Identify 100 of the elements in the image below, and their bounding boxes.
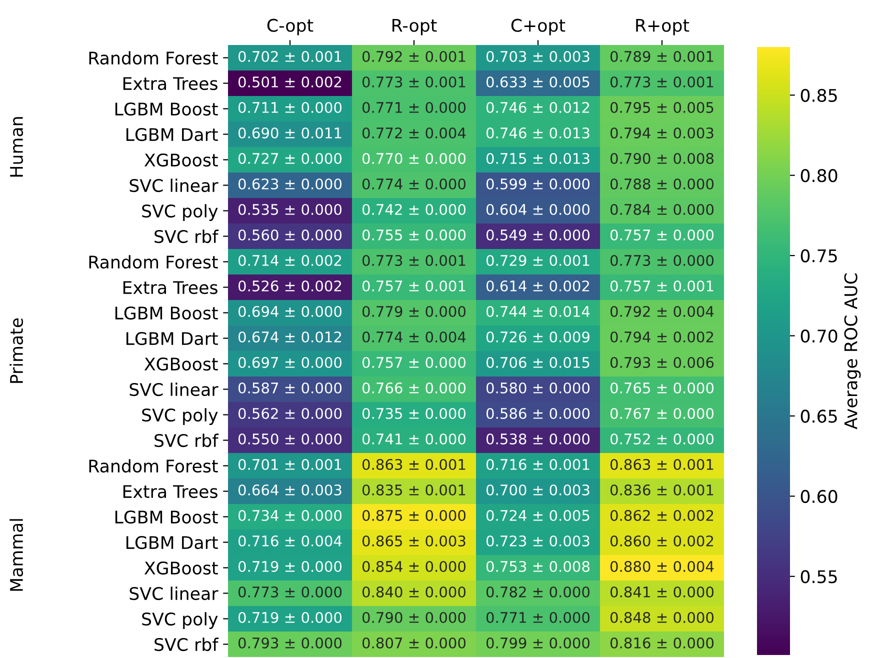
data-label: 0.795 ± 0.005 (610, 102, 714, 113)
data-label: 0.799 ± 0.000 (486, 637, 590, 648)
data-label: 0.773 ± 0.000 (610, 254, 714, 266)
data-label: 0.700 ± 0.003 (486, 484, 590, 496)
data-label: 0.840 ± 0.000 (362, 586, 466, 598)
color-bar-label: 0.65 (800, 410, 837, 423)
color-bar-label: 0.80 (800, 169, 838, 182)
data-label: 0.774 ± 0.000 (362, 178, 466, 190)
data-label: 0.633 ± 0.005 (486, 76, 590, 88)
data-label: 0.816 ± 0.000 (610, 637, 714, 648)
data-label: 0.664 ± 0.003 (238, 484, 342, 496)
text: Mammal (10, 519, 24, 591)
y-tick-label: LGBM Dart (126, 128, 218, 142)
data-label: 0.770 ± 0.000 (362, 152, 466, 164)
data-label: 0.880 ± 0.004 (610, 560, 714, 572)
data-label: 0.860 ± 0.002 (610, 535, 714, 546)
data-label: 0.727 ± 0.000 (238, 152, 342, 164)
data-label: 0.854 ± 0.000 (362, 560, 466, 572)
y-tick-label: SVC rbf (154, 230, 219, 244)
data-label: 0.793 ± 0.000 (238, 637, 342, 648)
data-label: 0.774 ± 0.004 (362, 331, 466, 342)
data-label: 0.562 ± 0.000 (238, 408, 342, 419)
data-label: 0.789 ± 0.001 (610, 50, 714, 62)
data-label: 0.767 ± 0.000 (610, 408, 714, 419)
y-tick-label: SVC poly (142, 408, 218, 425)
color-bar-label: 0.75 (800, 249, 837, 262)
data-label: 0.735 ± 0.000 (362, 408, 466, 419)
data-label: 0.549 ± 0.000 (486, 229, 590, 240)
data-label: 0.587 ± 0.000 (238, 382, 342, 394)
data-label: 0.782 ± 0.000 (486, 586, 590, 598)
data-label: 0.726 ± 0.009 (486, 331, 590, 342)
y-tick-label: Extra Trees (123, 485, 218, 498)
data-label: 0.765 ± 0.000 (610, 382, 714, 394)
text: Primate (10, 318, 24, 383)
data-label: 0.788 ± 0.000 (610, 178, 714, 190)
data-label: 0.863 ± 0.001 (610, 458, 714, 470)
data-label: 0.794 ± 0.003 (610, 127, 714, 138)
y-tick-label: Random Forest (89, 51, 218, 65)
data-label: 0.729 ± 0.001 (486, 254, 590, 266)
data-label: 0.794 ± 0.002 (610, 331, 714, 342)
data-label: 0.757 ± 0.001 (362, 280, 466, 292)
data-label: 0.746 ± 0.012 (486, 102, 590, 113)
color-bar-label: 0.55 (800, 570, 837, 584)
x-tick-label: C+opt (511, 18, 566, 36)
x-tick-label: R-opt (392, 19, 437, 36)
data-label: 0.560 ± 0.000 (238, 229, 342, 240)
data-label: 0.697 ± 0.000 (238, 356, 342, 368)
y-tick-label: SVC linear (130, 382, 218, 396)
data-label: 0.580 ± 0.000 (486, 382, 590, 394)
data-label: 0.734 ± 0.000 (238, 510, 342, 521)
data-label: 0.773 ± 0.001 (362, 76, 466, 88)
data-label: 0.755 ± 0.000 (362, 229, 466, 240)
data-label: 0.757 ± 0.000 (362, 356, 466, 368)
data-label: 0.744 ± 0.014 (486, 306, 590, 317)
data-label: 0.865 ± 0.003 (362, 535, 466, 546)
data-label: 0.848 ± 0.000 (610, 612, 714, 623)
data-label: 0.863 ± 0.001 (362, 458, 466, 470)
data-label: 0.690 ± 0.011 (238, 127, 342, 138)
data-label: 0.714 ± 0.002 (238, 254, 342, 266)
data-label: 0.792 ± 0.004 (610, 306, 714, 317)
data-label: 0.771 ± 0.000 (486, 612, 590, 623)
data-label: 0.753 ± 0.008 (486, 560, 590, 572)
x-tick-label: R+opt (636, 19, 690, 36)
data-label: 0.623 ± 0.000 (238, 178, 342, 190)
data-label: 0.604 ± 0.000 (486, 204, 590, 215)
data-label: 0.746 ± 0.013 (486, 127, 590, 138)
data-label: 0.694 ± 0.000 (238, 306, 342, 317)
data-label: 0.790 ± 0.008 (610, 152, 714, 164)
data-label: 0.526 ± 0.002 (238, 280, 342, 292)
data-label: 0.835 ± 0.001 (362, 484, 466, 496)
y-tick-label: Random Forest (89, 255, 218, 269)
data-label: 0.702 ± 0.001 (238, 50, 342, 62)
data-label: 0.792 ± 0.001 (362, 50, 466, 62)
y-tick-label: XGBoost (144, 561, 218, 575)
data-label: 0.772 ± 0.004 (362, 127, 466, 138)
data-label: 0.841 ± 0.000 (610, 586, 714, 598)
y-tick-label: Extra Trees (123, 77, 218, 90)
data-label: 0.757 ± 0.001 (610, 280, 714, 292)
color-bar-label: 0.60 (800, 490, 838, 504)
data-label: 0.741 ± 0.000 (362, 433, 466, 444)
data-label: 0.715 ± 0.013 (486, 152, 590, 164)
text: Human (10, 117, 24, 177)
y-tick-label: LGBM Boost (115, 510, 218, 524)
color-bar-title: Average ROC AUC (844, 274, 861, 430)
y-tick-label: XGBoost (144, 357, 218, 371)
color-bar-label: 0.70 (800, 329, 838, 343)
data-label: 0.752 ± 0.000 (610, 433, 714, 444)
data-label: 0.538 ± 0.000 (486, 433, 590, 444)
y-tick-label: SVC poly (142, 612, 218, 629)
y-tick-label: SVC poly (142, 204, 218, 221)
data-label: 0.807 ± 0.000 (362, 637, 466, 648)
data-label: 0.793 ± 0.006 (610, 356, 714, 368)
data-label: 0.724 ± 0.005 (486, 510, 590, 521)
y-tick-label: LGBM Dart (126, 332, 218, 346)
data-label: 0.862 ± 0.002 (610, 510, 714, 521)
data-label: 0.771 ± 0.000 (362, 102, 466, 113)
data-label: 0.535 ± 0.000 (238, 204, 342, 215)
data-label: 0.790 ± 0.000 (362, 612, 466, 623)
data-label: 0.723 ± 0.003 (486, 535, 590, 546)
data-label: 0.836 ± 0.001 (610, 484, 714, 496)
